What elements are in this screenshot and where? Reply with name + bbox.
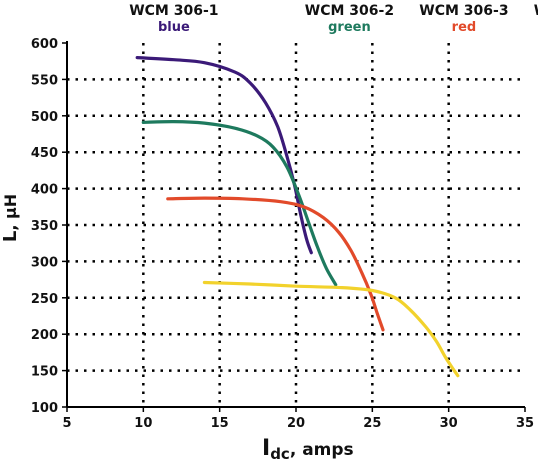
legend-color-red: red (452, 20, 477, 35)
series-line-blue (135, 56, 313, 255)
x-axis-label-sub: dc (270, 445, 290, 463)
legend-name-green: WCM 306-2 (305, 3, 394, 19)
legend-name-red: WCM 306-3 (419, 3, 508, 19)
y-tick-label-600: 600 (31, 37, 58, 52)
y-axis-label-main: L (0, 231, 21, 242)
legend-name-gold: WCM 306-4 (534, 3, 538, 19)
legend-name-blue: WCM 306-1 (129, 3, 218, 19)
y-tick-label-150: 150 (31, 365, 58, 380)
legend-color-green: green (328, 20, 371, 35)
series-line-gold (202, 280, 460, 378)
y-axis-label: L, µH (0, 194, 21, 242)
grid-layer (67, 43, 525, 407)
x-axis-label-rest: , amps (290, 440, 354, 460)
y-tick-label-100: 100 (31, 401, 58, 416)
y-tick-label-350: 350 (31, 219, 58, 234)
x-tick-label-10: 10 (134, 416, 152, 431)
x-tick-label-30: 30 (440, 416, 458, 431)
y-tick-label-450: 450 (31, 146, 58, 161)
legend-color-blue: blue (158, 20, 190, 35)
y-tick-label-200: 200 (31, 328, 58, 343)
x-tick-label-25: 25 (363, 416, 381, 431)
x-tick-label-20: 20 (287, 416, 305, 431)
y-tick-label-550: 550 (31, 73, 58, 88)
x-tick-label-15: 15 (211, 416, 229, 431)
x-axis-label-main: I (262, 436, 270, 461)
series-line-red (166, 196, 385, 332)
y-tick-label-250: 250 (31, 292, 58, 307)
y-tick-label-300: 300 (31, 255, 58, 270)
y-axis-label-rest: µH (1, 194, 20, 219)
x-tick-label-5: 5 (62, 416, 71, 431)
y-tick-label-500: 500 (31, 110, 58, 125)
y-tick-label-400: 400 (31, 183, 58, 198)
y-axis-label-sep: , (1, 219, 20, 231)
x-tick-label-35: 35 (516, 416, 534, 431)
series-layer (135, 56, 460, 378)
x-axis-label: Idc, amps (262, 436, 354, 463)
axes-layer: 5 10 15 20 25 30 35 100 150 200 250 300 350 400 450 500… (31, 37, 534, 431)
series-line-green (141, 119, 338, 287)
